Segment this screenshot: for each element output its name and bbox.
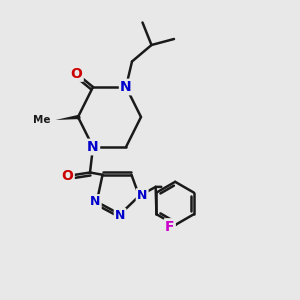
Text: N: N: [137, 189, 147, 203]
Text: N: N: [90, 195, 101, 208]
Text: N: N: [120, 80, 132, 94]
Text: N: N: [115, 209, 125, 222]
Text: O: O: [70, 67, 83, 80]
Polygon shape: [56, 115, 78, 120]
Text: F: F: [165, 220, 175, 233]
Text: O: O: [61, 169, 74, 182]
Text: Me: Me: [33, 115, 50, 125]
Text: N: N: [87, 140, 99, 154]
